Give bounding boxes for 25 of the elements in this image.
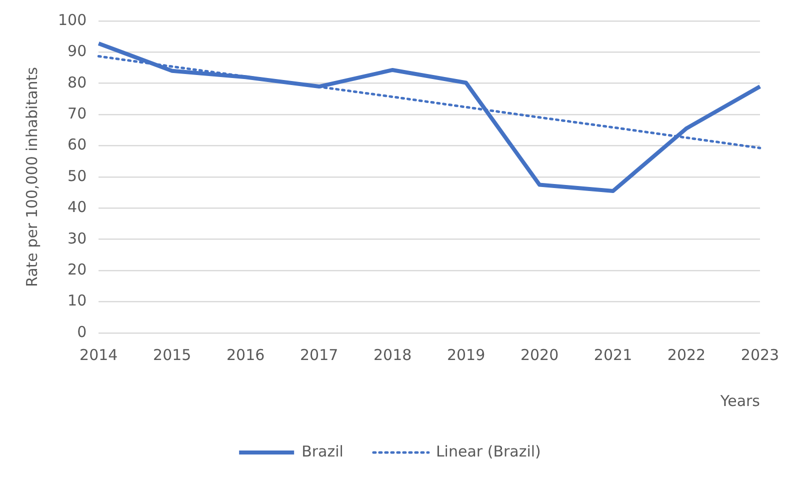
y-tick-label: 30 — [68, 229, 87, 248]
y-tick-label: 10 — [68, 292, 87, 310]
y-tick-label: 90 — [68, 42, 87, 60]
x-tick-label: 2018 — [373, 346, 412, 364]
x-tick-label: 2015 — [153, 346, 192, 364]
x-tick-label: 2017 — [300, 346, 338, 364]
y-tick-label: 70 — [68, 104, 87, 122]
y-axis-title: Rate per 100,000 inhabitants — [22, 66, 41, 287]
y-tick-label: 40 — [68, 198, 87, 216]
legend-label: Linear (Brazil) — [436, 442, 541, 460]
y-tick-label: 20 — [68, 260, 87, 278]
y-tick-label: 60 — [68, 136, 87, 154]
x-tick-label: 2020 — [520, 346, 559, 364]
y-tick-label: 100 — [58, 10, 87, 29]
legend-label: Brazil — [302, 442, 344, 460]
y-tick-label: 50 — [68, 166, 87, 185]
x-tick-label: 2022 — [667, 346, 706, 364]
x-tick-label: 2016 — [226, 346, 265, 364]
x-tick-label: 2014 — [80, 346, 118, 364]
x-tick-label: 2019 — [446, 346, 486, 364]
y-tick-label: 80 — [68, 73, 87, 92]
x-tick-label: 2023 — [740, 346, 780, 364]
x-tick-label: 2021 — [594, 346, 632, 364]
x-axis-title: Years — [719, 392, 760, 410]
y-tick-label: 0 — [77, 322, 87, 341]
